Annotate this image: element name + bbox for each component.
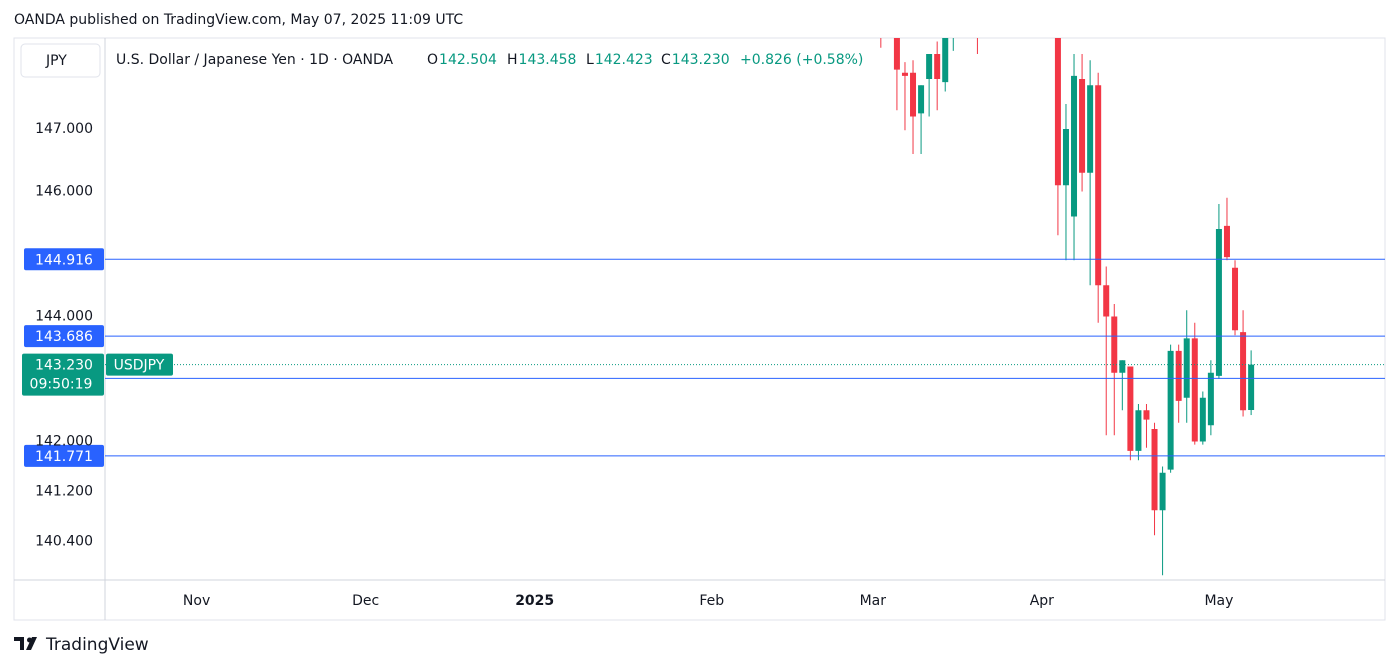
y-tick-label: 144.000 (35, 309, 93, 325)
candle-body (1199, 397, 1206, 442)
x-tick-label: Nov (183, 593, 210, 609)
logo-dot (27, 637, 32, 643)
legend-value: 143.458 (519, 52, 577, 68)
legend-letter: L (586, 52, 594, 68)
candle-body (974, 4, 980, 10)
candle-body (1215, 229, 1222, 376)
candle-body (1119, 360, 1126, 373)
candle-body (1143, 410, 1150, 420)
x-tick-label: Mar (860, 593, 887, 609)
footer-brand: TradingView (45, 635, 149, 655)
candle-body (1103, 285, 1110, 317)
y-tick-label: 142.000 (35, 434, 93, 450)
legend-value: 143.230 (672, 52, 730, 68)
legend-letter: H (507, 52, 518, 68)
x-tick-label: Feb (699, 593, 724, 609)
candle-body (901, 72, 908, 76)
candle-body (1127, 366, 1134, 451)
candle-body (1175, 350, 1182, 401)
candle-body (1248, 364, 1255, 410)
candle-body (942, 38, 949, 83)
candle-body (1062, 129, 1069, 186)
logo-icon (14, 637, 37, 650)
candle-body (1207, 372, 1214, 426)
price-line-tag (24, 325, 104, 348)
symbol-tag-label: USDJPY (114, 358, 165, 374)
x-tick-label: Dec (352, 593, 379, 609)
candle-body (893, 38, 900, 70)
last-price-tag (22, 353, 104, 396)
candle-body (950, 0, 956, 4)
symbol-tag (106, 353, 173, 376)
publish-header: OANDA published on TradingView.com, May … (14, 12, 463, 28)
legend-letter: C (661, 52, 671, 68)
price-line-label: 144.916 (35, 252, 93, 268)
candle-body (910, 72, 917, 117)
candle-body (918, 85, 925, 114)
candle-body (1087, 85, 1094, 173)
candle-body (878, 4, 884, 17)
price-line-label: 143.686 (35, 329, 93, 345)
candles (878, 0, 1255, 576)
candle-body (1159, 472, 1166, 511)
x-tick-label: May (1204, 593, 1233, 609)
candle-body (1079, 79, 1086, 173)
legend-value: 142.504 (439, 52, 497, 68)
candle-body (1183, 338, 1190, 398)
y-tick-label: 146.000 (35, 184, 93, 200)
candle-body (1111, 316, 1118, 373)
legend-letter: O (427, 52, 438, 68)
candle-body (934, 54, 941, 79)
overlay: 144.916143.686143.010141.771143.23009:50… (22, 248, 1385, 467)
y-tick-label: 141.200 (35, 484, 93, 500)
candle-body (926, 54, 933, 79)
price-line-tag (24, 444, 104, 467)
candle-body (1191, 338, 1198, 442)
candle-body (1095, 85, 1102, 286)
symbol-box-label[interactable]: JPY (45, 53, 67, 69)
price-line-tag (24, 248, 104, 271)
chart-title: U.S. Dollar / Japanese Yen · 1D · OANDA (116, 52, 394, 68)
candle-body (1071, 75, 1078, 217)
x-tick-label: 2025 (515, 593, 554, 609)
candle-body (1151, 429, 1158, 511)
legend-value: 142.423 (595, 52, 653, 68)
chart-frame (13, 37, 1386, 621)
countdown: 09:50:19 (30, 377, 93, 393)
candle-body (1240, 332, 1247, 411)
y-tick-label: 140.400 (35, 534, 93, 550)
candle-body (1135, 410, 1142, 451)
candle-body (1223, 225, 1230, 258)
candle-body (1054, 38, 1061, 186)
footer-logo (14, 637, 37, 650)
price-line-label: 141.771 (35, 449, 93, 465)
x-tick-label: Apr (1030, 593, 1054, 609)
last-price-label: 143.230 (35, 358, 93, 374)
y-tick-label: 147.000 (35, 121, 93, 137)
legend-change: +0.826 (+0.58%) (740, 52, 863, 68)
candle-body (1167, 350, 1174, 470)
candle-body (1232, 267, 1239, 331)
symbol-box[interactable] (20, 43, 101, 78)
